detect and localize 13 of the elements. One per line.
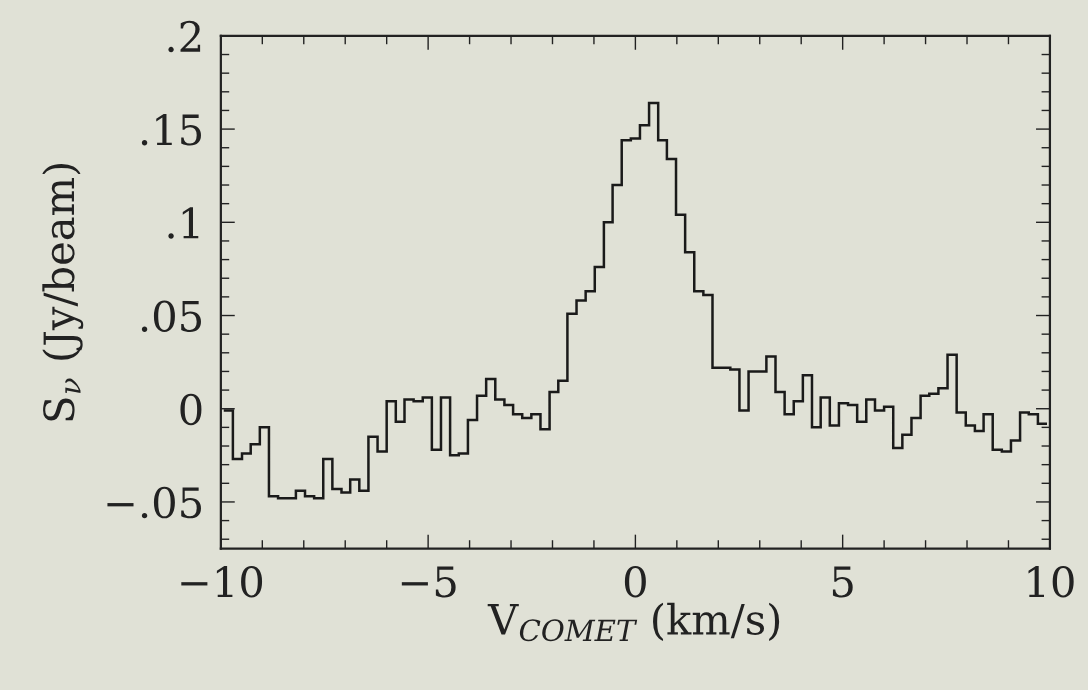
y-tick-label: .15 [141, 114, 201, 146]
y-axis-title: S$_{ν}$ (Jy/beam) [42, 163, 84, 421]
x-tick-label: −10 [181, 565, 263, 598]
y-tick-label: .2 [168, 20, 201, 53]
x-tick-label: 5 [832, 566, 853, 598]
y-tick-label: −.05 [107, 486, 201, 519]
x-tick-label: 10 [1028, 565, 1074, 598]
x-tick-label: 0 [624, 565, 646, 598]
x-tick-label: −5 [401, 566, 456, 598]
y-tick-label: .05 [141, 300, 201, 332]
y-tick-label: 0 [180, 393, 202, 426]
x-axis-title: V$_{COMET}$ (km/s) [487, 602, 780, 642]
y-tick-label: .1 [168, 207, 199, 239]
